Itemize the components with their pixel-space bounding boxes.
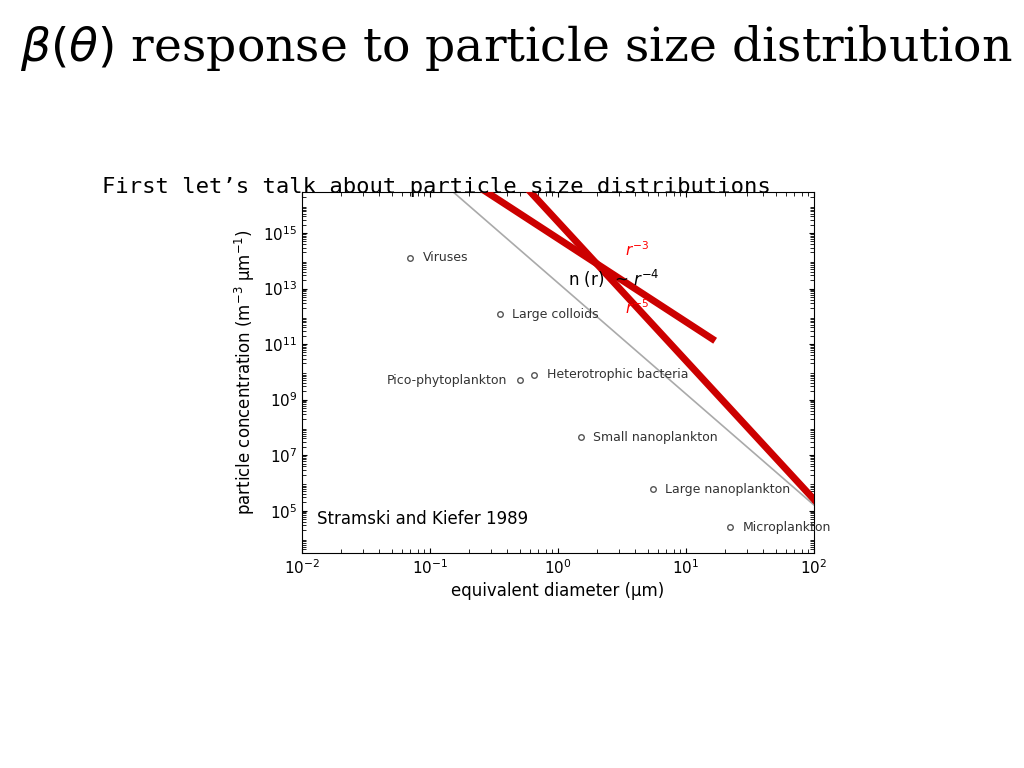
Text: Viruses: Viruses: [423, 251, 468, 264]
Text: n (r)  ~ $r^{-4}$: n (r) ~ $r^{-4}$: [568, 267, 659, 290]
Text: Small nanoplankton: Small nanoplankton: [593, 431, 718, 443]
Y-axis label: particle concentration (m$^{-3}$ μm$^{-1}$): particle concentration (m$^{-3}$ μm$^{-1…: [233, 230, 257, 515]
Text: Large colloids: Large colloids: [512, 308, 599, 320]
Text: $r^{-3}$: $r^{-3}$: [625, 240, 648, 259]
Text: $r^{-5}$: $r^{-5}$: [625, 298, 648, 317]
Text: Heterotrophic bacteria: Heterotrophic bacteria: [547, 368, 688, 381]
Text: Pico-phytoplankton: Pico-phytoplankton: [387, 374, 507, 387]
Text: $\beta(\theta)$ response to particle size distribution: $\beta(\theta)$ response to particle siz…: [20, 23, 1013, 73]
Text: Stramski and Kiefer 1989: Stramski and Kiefer 1989: [317, 510, 528, 528]
Text: First let’s talk about particle size distributions: First let’s talk about particle size dis…: [102, 177, 771, 197]
Text: Large nanoplankton: Large nanoplankton: [666, 482, 791, 495]
X-axis label: equivalent diameter (μm): equivalent diameter (μm): [452, 582, 665, 600]
Text: Microplankton: Microplankton: [742, 521, 830, 534]
